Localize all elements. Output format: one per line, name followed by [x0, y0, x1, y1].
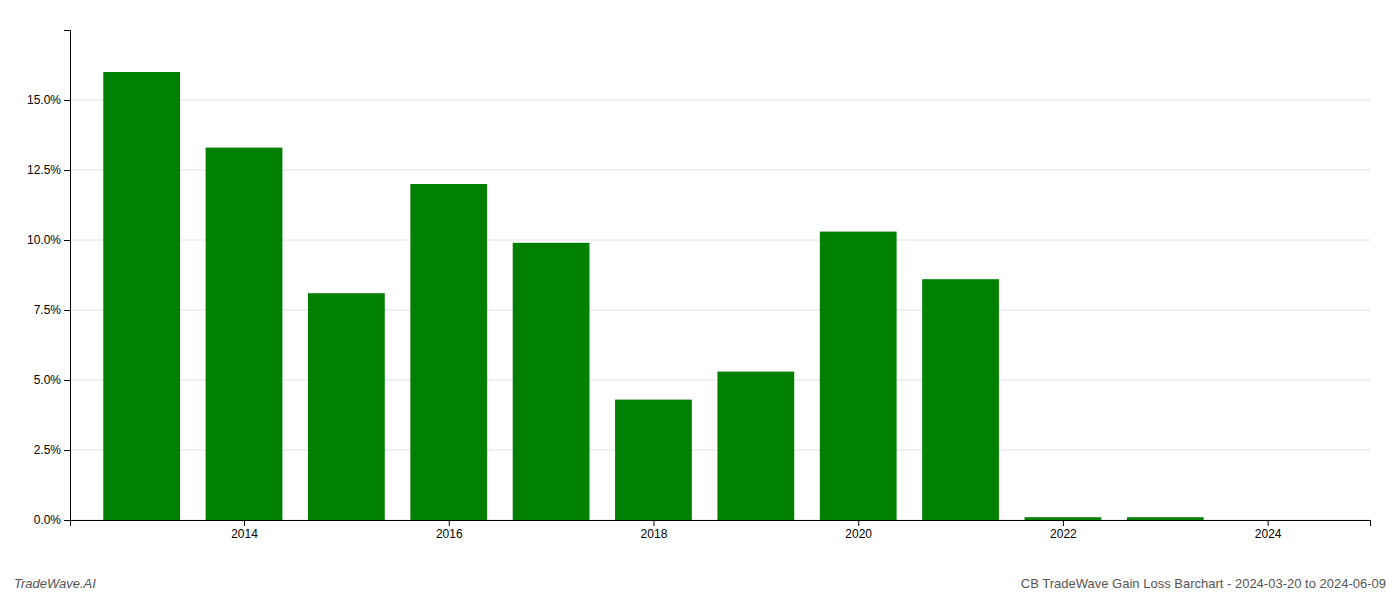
bar — [922, 279, 999, 520]
y-axis: 0.0% 2.5% 5.0% 7.5% 10.0% 12.5% 15.0% — [27, 31, 71, 528]
y-tick-mark — [64, 520, 70, 521]
y-tick-mark — [64, 240, 70, 241]
y-tick-label: 12.5% — [27, 163, 61, 177]
x-tick: 2016 — [436, 520, 463, 541]
y-tick: 7.5% — [34, 303, 70, 317]
x-axis-line — [71, 521, 1371, 527]
bar — [513, 243, 590, 520]
y-tick-label: 0.0% — [34, 513, 62, 527]
y-tick-label: 2.5% — [34, 443, 62, 457]
x-tick-mark — [449, 520, 450, 526]
y-tick-mark — [64, 380, 70, 381]
x-tick-label: 2020 — [845, 527, 872, 541]
x-tick: 2024 — [1255, 520, 1282, 541]
bars — [103, 72, 1203, 520]
footer-right: CB TradeWave Gain Loss Barchart - 2024-0… — [1021, 576, 1386, 591]
x-tick-mark — [1268, 520, 1269, 526]
y-tick: 15.0% — [27, 93, 70, 107]
x-tick-mark — [858, 520, 859, 526]
x-tick-label: 2016 — [436, 527, 463, 541]
x-tick-mark — [1063, 520, 1064, 526]
bar — [717, 372, 794, 520]
x-axis: 2014 2016 2018 2020 2022 2024 — [71, 520, 1371, 541]
y-tick: 5.0% — [34, 373, 70, 387]
y-tick: 2.5% — [34, 443, 70, 457]
bar — [308, 293, 385, 520]
y-tick-mark — [64, 450, 70, 451]
x-tick-label: 2024 — [1255, 527, 1282, 541]
x-tick: 2022 — [1050, 520, 1077, 541]
plot: 2014 2016 2018 2020 2022 2024 0.0% 2.5% 5.0% 7.5%… — [27, 31, 1371, 541]
y-tick-mark — [64, 310, 70, 311]
x-tick-label: 2018 — [641, 527, 668, 541]
x-tick: 2014 — [231, 520, 258, 541]
y-tick-mark — [64, 100, 70, 101]
y-axis-line — [64, 31, 71, 521]
chart: 2014 2016 2018 2020 2022 2024 0.0% 2.5% 5.0% 7.5%… — [0, 0, 1400, 600]
bar — [206, 148, 283, 520]
y-tick-label: 10.0% — [27, 233, 61, 247]
y-tick-label: 7.5% — [34, 303, 62, 317]
x-tick-label: 2022 — [1050, 527, 1077, 541]
footer-left: TradeWave.AI — [14, 576, 96, 591]
y-tick-mark — [64, 170, 70, 171]
y-tick-label: 5.0% — [34, 373, 62, 387]
x-tick-mark — [653, 520, 654, 526]
grid — [70, 100, 1370, 520]
y-tick-label: 15.0% — [27, 93, 61, 107]
grid-line — [70, 100, 1370, 101]
bar — [1025, 517, 1102, 520]
bar — [103, 72, 180, 520]
bar — [615, 400, 692, 520]
x-tick: 2018 — [641, 520, 668, 541]
x-tick-label: 2014 — [231, 527, 258, 541]
bar — [820, 232, 897, 520]
bar — [1127, 517, 1204, 520]
y-tick: 0.0% — [34, 513, 70, 527]
y-tick: 12.5% — [27, 163, 70, 177]
y-tick: 10.0% — [27, 233, 70, 247]
bar — [410, 184, 487, 520]
x-tick-mark — [244, 520, 245, 526]
x-tick: 2020 — [845, 520, 872, 541]
